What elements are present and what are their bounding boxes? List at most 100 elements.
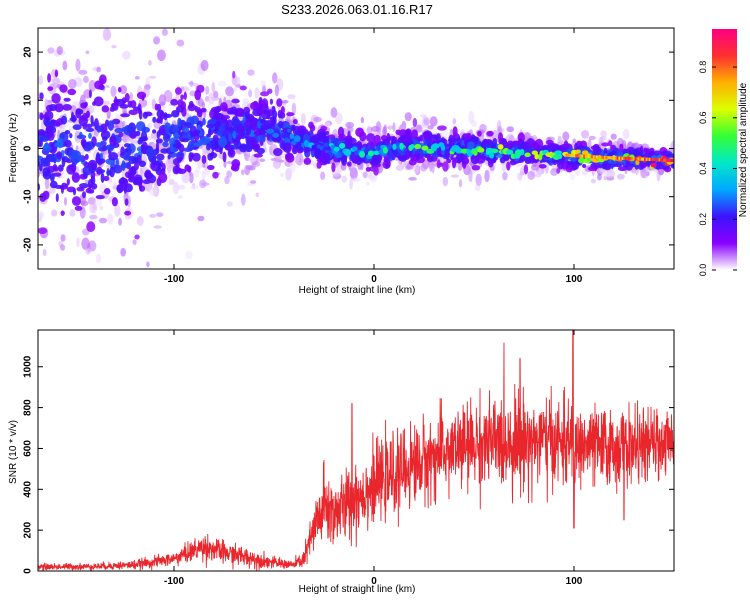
- spectrogram-blob: [206, 124, 214, 129]
- spectrogram-ridge-core: [578, 154, 581, 158]
- spectrogram-blob: [152, 116, 157, 123]
- spectrogram-blob: [172, 181, 180, 195]
- spectrogram-blob: [192, 142, 203, 147]
- spectrogram-blob: [52, 119, 59, 127]
- spectrogram-blob: [177, 184, 186, 190]
- spectrogram-blob: [82, 191, 87, 199]
- spectrogram-blob: [75, 108, 82, 119]
- spectrogram-blob: [138, 160, 147, 168]
- spectrogram-blob: [262, 84, 267, 94]
- spectrogram-blob: [98, 217, 108, 224]
- spectrogram-blob: [427, 125, 434, 130]
- spectrogram-blob: [154, 103, 159, 111]
- spectrogram-blob: [602, 161, 609, 167]
- spectrogram-blob: [71, 114, 77, 123]
- spectrogram-blob: [468, 110, 475, 124]
- spectrogram-blob: [188, 100, 194, 109]
- spectrogram-blob: [532, 140, 538, 150]
- spectrogram-blob: [419, 134, 424, 142]
- spectrogram-blob: [130, 140, 140, 144]
- spectrogram-blob: [242, 98, 250, 104]
- spectrogram-ridge-blob: [421, 145, 429, 151]
- spectrogram-blob: [174, 87, 182, 95]
- spectrogram-blob: [142, 179, 151, 185]
- spectrogram-blob: [519, 170, 524, 176]
- spectrogram-blob: [581, 163, 587, 168]
- spectrogram-blob: [72, 150, 82, 160]
- spectrogram-blob: [388, 150, 394, 162]
- spectrogram-blob: [242, 116, 247, 123]
- spectrogram-blob: [382, 126, 387, 138]
- spectrogram-ridge-core: [634, 157, 637, 161]
- spectrogram-blob: [146, 123, 153, 129]
- spectrogram-y-tick-label: 20: [23, 46, 34, 58]
- spectrogram-blob: [471, 164, 481, 171]
- spectrogram-blob: [260, 91, 270, 97]
- spectrogram-blob: [320, 171, 326, 180]
- spectrogram-ridge-core: [584, 154, 588, 158]
- spectrogram-blob: [387, 125, 394, 130]
- spectrogram-blob: [456, 152, 465, 163]
- spectrogram-blob: [610, 133, 617, 140]
- spectrogram-blob: [639, 161, 648, 169]
- spectrogram-blob: [82, 112, 89, 120]
- spectrogram-blob: [170, 98, 179, 106]
- spectrogram-blob: [300, 130, 304, 138]
- snr-x-label: Height of straight line (km): [299, 584, 416, 595]
- spectrogram-blob: [137, 139, 143, 145]
- spectrogram-ridge-blob: [316, 144, 321, 149]
- spectrogram-blob: [590, 178, 596, 184]
- spectrogram-ridge-core: [648, 157, 652, 161]
- spectrogram-blob: [132, 239, 137, 245]
- spectrogram-ridge-blob: [333, 146, 340, 152]
- spectrogram-blob: [416, 151, 420, 161]
- spectrogram-ridge-blob: [578, 157, 586, 164]
- spectrogram-blob: [232, 162, 240, 172]
- spectrogram-blob: [285, 153, 295, 163]
- spectrogram-ridge-core: [588, 154, 591, 159]
- spectrogram-blob: [603, 170, 612, 178]
- spectrogram-blob: [366, 133, 376, 143]
- spectrogram-blob: [458, 179, 463, 188]
- spectrogram-blob: [38, 171, 41, 178]
- spectrogram-blob: [39, 112, 44, 121]
- spectrogram-blob: [277, 120, 284, 128]
- spectrogram-blob: [61, 156, 66, 168]
- spectrogram-blob: [99, 152, 103, 160]
- spectrogram-ridge-blob: [367, 150, 375, 157]
- spectrogram-ridge-blob: [382, 147, 388, 154]
- spectrogram-blob: [121, 137, 126, 142]
- spectrogram-blob: [82, 165, 92, 176]
- spectrogram-blob: [62, 60, 68, 71]
- spectrogram-blob: [157, 49, 166, 62]
- spectrogram-blob: [176, 141, 182, 149]
- spectrogram-ridge-core: [605, 156, 609, 160]
- spectrogram-blob: [117, 86, 122, 93]
- spectrogram-ridge-core: [572, 154, 575, 158]
- spectrogram-blob: [383, 158, 389, 163]
- spectrogram-blob: [338, 133, 346, 141]
- spectrogram-blob: [616, 173, 625, 180]
- spectrogram-blob: [273, 154, 282, 163]
- spectrogram-blob: [130, 166, 137, 176]
- spectrogram-blob: [102, 150, 108, 155]
- colorbar-tick-label: 0.6: [698, 112, 708, 125]
- colorbar-tick-label: 0.4: [698, 162, 708, 175]
- spectrogram-ridge-core: [599, 155, 602, 159]
- spectrogram-blob: [404, 128, 413, 140]
- spectrogram-blob: [101, 105, 110, 113]
- figure-title: S233.2026.063.01.16.R17: [281, 2, 433, 17]
- spectrogram-blob: [114, 204, 121, 217]
- spectrogram-blob: [362, 171, 368, 179]
- spectrogram-blob: [88, 79, 97, 92]
- spectrogram-blob: [274, 84, 280, 97]
- spectrogram-blob: [575, 155, 580, 166]
- spectrogram-blob: [68, 78, 77, 90]
- spectrogram-blob: [255, 143, 260, 149]
- spectrogram-blob: [76, 186, 85, 192]
- spectrogram-blob: [82, 123, 88, 130]
- spectrogram-blob: [38, 227, 48, 235]
- spectrogram-blob: [111, 197, 118, 207]
